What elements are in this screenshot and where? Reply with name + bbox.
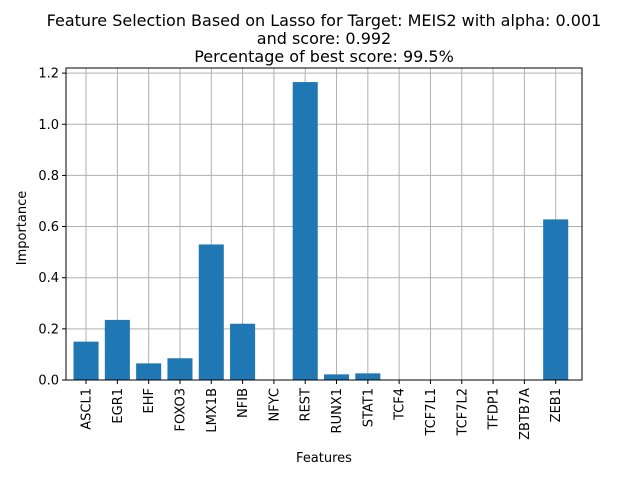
x-tick-label: TCF7L2 <box>455 388 470 437</box>
bar-runx1 <box>324 374 350 380</box>
x-tick-label: REST <box>299 388 314 421</box>
bar-zeb1 <box>543 219 569 380</box>
x-tick-label: EHF <box>142 388 157 413</box>
y-tick-label: 1.2 <box>38 67 59 82</box>
bar-stat1 <box>355 373 381 380</box>
y-axis-label: Importance <box>15 191 30 266</box>
chart-title-line-2: and score: 0.992 <box>257 29 391 48</box>
x-tick-label: ZBTB7A <box>518 388 533 440</box>
x-tick-label: TFDP1 <box>487 388 502 431</box>
y-tick-label: 0.6 <box>38 220 59 235</box>
bar-ascl1 <box>73 341 99 380</box>
bar-foxo3 <box>167 358 193 380</box>
y-tick-label: 0.8 <box>38 169 59 184</box>
x-axis-label: Features <box>296 451 352 466</box>
x-tick-label: RUNX1 <box>330 388 345 433</box>
chart-title-line-3: Percentage of best score: 99.5% <box>194 47 454 66</box>
bar-egr1 <box>104 319 130 380</box>
bar-rest <box>292 82 318 380</box>
bar-nfib <box>230 323 256 380</box>
x-tick-label: NFYC <box>267 388 282 422</box>
x-tick-label: ASCL1 <box>80 388 95 430</box>
bar-lmx1b <box>198 244 224 380</box>
x-tick-label: TCF7L1 <box>424 388 439 437</box>
x-tick-label: EGR1 <box>111 388 126 424</box>
y-tick-label: 0.4 <box>38 271 59 286</box>
bar-ehf <box>136 363 162 380</box>
x-tick-label: TCF4 <box>393 388 408 421</box>
y-tick-label: 0.0 <box>38 374 59 389</box>
y-tick-label: 1.0 <box>38 118 59 133</box>
x-tick-label: FOXO3 <box>173 388 188 431</box>
x-tick-label: STAT1 <box>361 388 376 427</box>
x-tick-label: NFIB <box>236 388 251 418</box>
chart-title-line-1: Feature Selection Based on Lasso for Tar… <box>47 11 602 30</box>
plot-area <box>65 67 583 381</box>
y-tick-label: 0.2 <box>38 322 59 337</box>
x-tick-label: LMX1B <box>205 388 220 433</box>
x-tick-label: ZEB1 <box>549 388 564 422</box>
